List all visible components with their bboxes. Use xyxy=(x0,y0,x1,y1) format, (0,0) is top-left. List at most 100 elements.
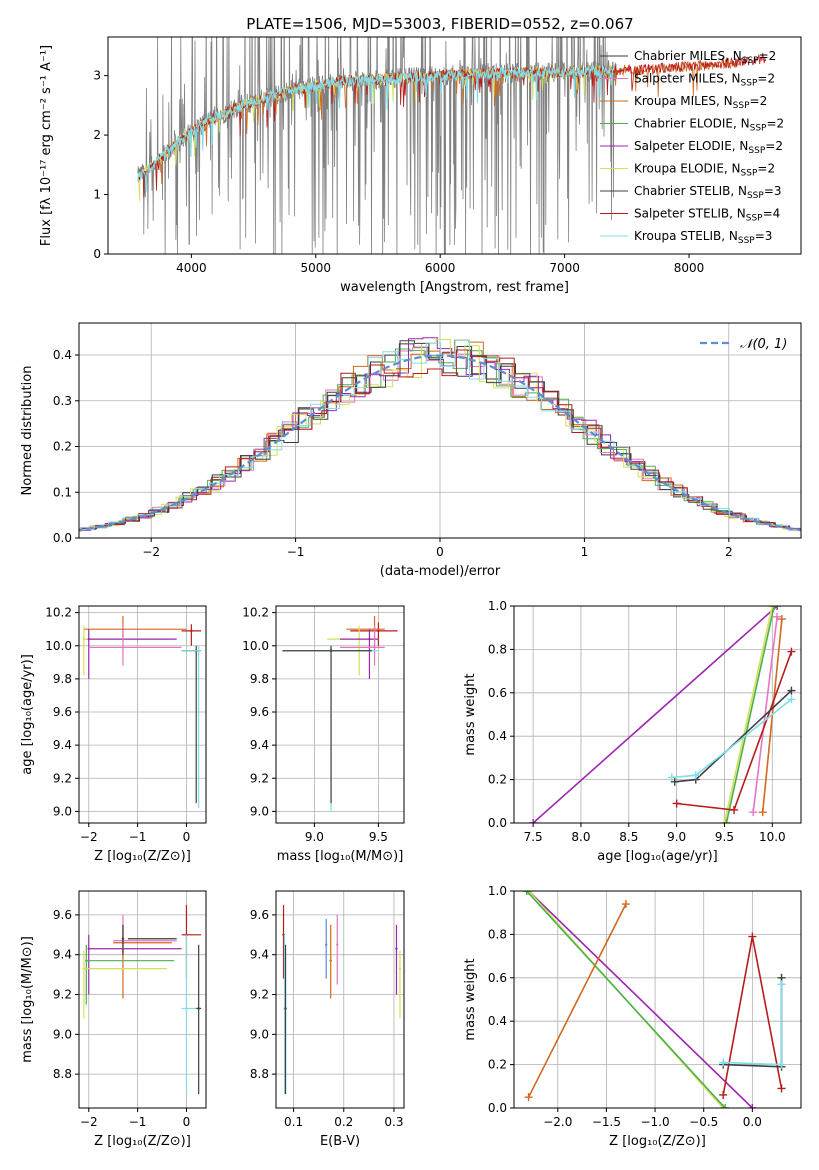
y-tick-label: 3 xyxy=(93,69,101,83)
y-tick-label: 9.4 xyxy=(250,738,269,752)
y-tick-label: 0.4 xyxy=(488,729,507,743)
plus-marker xyxy=(522,891,531,895)
y-tick-label: 0.1 xyxy=(53,485,72,499)
data-spectrum-line xyxy=(137,37,618,254)
weight-line-chabrier-elodie xyxy=(725,606,775,823)
data-point xyxy=(324,943,328,946)
plot-area xyxy=(137,37,767,254)
y-tick-label: 1.0 xyxy=(488,884,507,898)
data-point xyxy=(82,967,86,970)
plus-marker xyxy=(719,1058,728,1067)
plus-marker xyxy=(777,1060,786,1069)
plus-marker xyxy=(777,1084,786,1093)
x-tick-label: 10.0 xyxy=(759,830,786,844)
x-tick-label: 0 xyxy=(436,545,444,559)
data-point xyxy=(329,959,332,962)
legend-tail: =2 xyxy=(766,117,784,131)
y-tick-label: 0.3 xyxy=(53,394,72,408)
x-tick-label: 0.3 xyxy=(384,1115,403,1129)
legend-sub: SSP xyxy=(738,236,755,246)
normal-curve xyxy=(79,354,801,532)
legend-label: Kroupa STELIB, N xyxy=(634,229,738,243)
y-tick-label: 0.0 xyxy=(488,1101,507,1115)
data-point xyxy=(197,649,200,652)
legend-sub: SSP xyxy=(750,124,767,134)
legend-label: Salpeter ELODIE, N xyxy=(634,139,748,153)
legend-tail: =2 xyxy=(757,72,775,86)
x-tick-label: 0.1 xyxy=(284,1115,303,1129)
model-spectrum-line-kroupa-stelib xyxy=(137,64,615,193)
y-tick-label: 9.0 xyxy=(53,1027,72,1041)
y-tick-label: 2 xyxy=(93,128,101,142)
axes-frame xyxy=(78,322,802,539)
plot-area xyxy=(82,904,202,1095)
legend-sub: SSP xyxy=(742,56,759,66)
weight-line-salpeter-elodie xyxy=(528,891,753,1108)
y-tick-label: 9.8 xyxy=(250,672,269,686)
legend-tail: =4 xyxy=(763,207,781,221)
y-tick-label: 0.0 xyxy=(53,531,72,545)
x-tick-label: −1.0 xyxy=(640,1115,669,1129)
data-point xyxy=(395,947,398,950)
spectrum-panel: 4000 5000 6000 7000 8000 0 1 2 3 Chabrier MILES, … xyxy=(39,36,802,295)
y-tick-label: 9.8 xyxy=(53,672,72,686)
x-axis-label: age [log₁₀(age/yr)] xyxy=(597,849,718,864)
legend-entry: Chabrier MILES, NSSP=2 xyxy=(634,49,776,66)
y-tick-label: 0.6 xyxy=(488,686,507,700)
x-tick-label: 7000 xyxy=(549,261,580,275)
x-tick-label: 9.5 xyxy=(369,830,388,844)
x-axis-label: wavelength [Angstrom, rest frame] xyxy=(340,280,569,295)
x-tick-label: 8.5 xyxy=(619,830,638,844)
plus-marker xyxy=(773,606,782,610)
legend-entry: Kroupa STELIB, NSSP=3 xyxy=(634,229,772,246)
data-point xyxy=(197,1007,200,1010)
mass-vs-metallicity-panel: −2 −1 0 8.8 9.0 9.2 9.4 9.6 Z [log₁₀(Z/Z⊙)] mass … xyxy=(20,890,207,1149)
plus-marker xyxy=(748,1104,757,1108)
y-tick-label: 9.6 xyxy=(53,908,72,922)
data-point xyxy=(190,629,193,633)
data-point xyxy=(377,629,380,633)
x-tick-label: 9.0 xyxy=(667,830,686,844)
age-vs-mass-panel: 9.0 9.5 9.0 9.2 9.4 9.6 9.8 10.0 10.2 mass [log₁₀… xyxy=(242,605,405,864)
y-tick-label: 0.2 xyxy=(488,773,507,787)
y-tick-label: 9.2 xyxy=(53,771,72,785)
x-tick-label: −2 xyxy=(80,1115,98,1129)
x-tick-label: −2 xyxy=(80,830,98,844)
x-axis-label: (data-model)/error xyxy=(380,564,501,579)
x-tick-label: −0.5 xyxy=(689,1115,718,1129)
legend-sub: SSP xyxy=(741,79,758,89)
plus-marker xyxy=(672,799,681,808)
y-tick-label: 9.6 xyxy=(53,705,72,719)
plus-marker xyxy=(749,808,758,817)
legend-entry: Salpeter MILES, NSSP=2 xyxy=(634,72,775,89)
y-tick-label: 9.0 xyxy=(53,804,72,818)
x-tick-label: 0.0 xyxy=(743,1115,762,1129)
legend-entry: Chabrier STELIB, NSSP=3 xyxy=(634,184,782,201)
plus-marker xyxy=(721,1104,730,1108)
mass-vs-ebv-panel: 0.1 0.2 0.3 8.8 9.0 9.2 9.4 9.6 E(B-V) xyxy=(250,890,405,1149)
legend-label: Salpeter STELIB, N xyxy=(634,207,746,221)
legend-label: Salpeter MILES, N xyxy=(634,72,741,86)
plus-marker xyxy=(621,900,630,909)
legend: 𝒩(0, 1) xyxy=(700,337,787,352)
y-tick-label: 0 xyxy=(93,247,101,261)
legend-entry: Kroupa ELODIE, NSSP=2 xyxy=(634,162,775,179)
data-point xyxy=(336,943,339,946)
y-tick-label: 9.4 xyxy=(250,948,269,962)
y-tick-label: 9.2 xyxy=(250,771,269,785)
y-tick-label: 9.4 xyxy=(53,948,72,962)
plot-area xyxy=(282,615,398,812)
data-point xyxy=(87,947,90,950)
legend-label: Chabrier MILES, N xyxy=(634,49,742,63)
legend-sub: SSP xyxy=(741,169,758,179)
age-vs-metallicity-panel: −2 −1 0 9.0 9.2 9.4 9.6 9.8 10.0 10.2 Z [log₁₀(Z/Z… xyxy=(20,605,207,864)
axes-frame xyxy=(275,605,405,824)
axes-frame xyxy=(275,890,405,1109)
weight-line-kroupa-miles xyxy=(761,618,783,813)
x-tick-label: −2.0 xyxy=(543,1115,572,1129)
plus-marker xyxy=(529,819,538,823)
plot-area xyxy=(522,891,786,1108)
legend-tail: =3 xyxy=(764,184,782,198)
histogram-step-chabrier-elodie xyxy=(79,348,801,532)
